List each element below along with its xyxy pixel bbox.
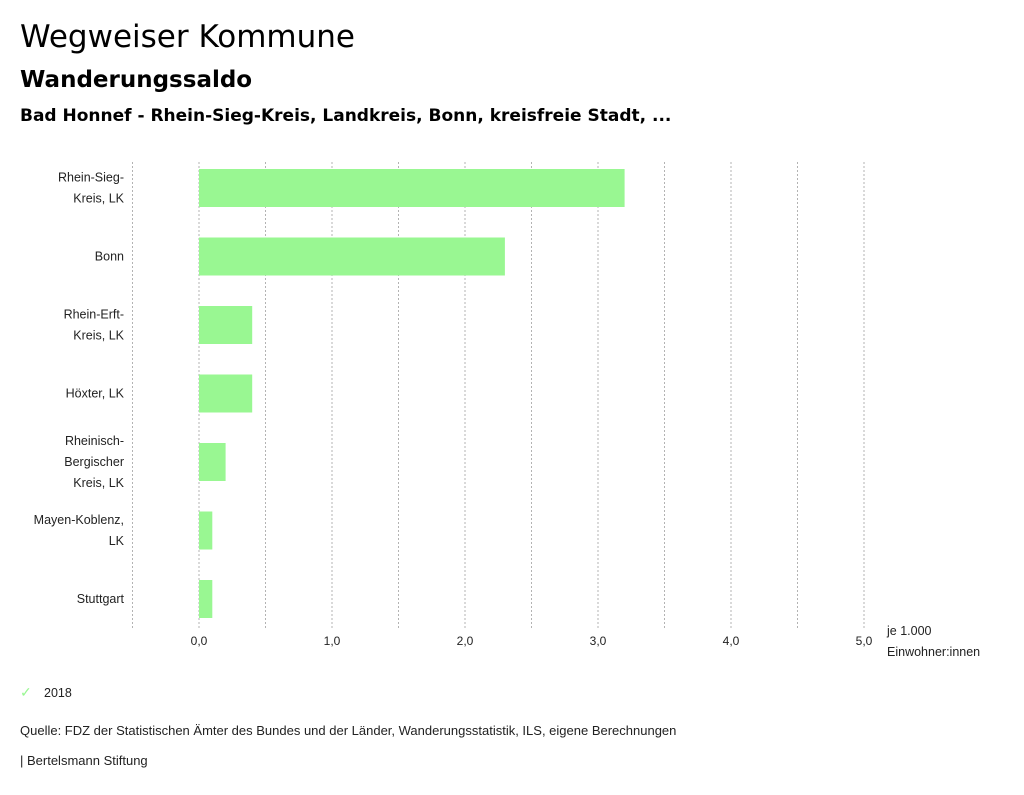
bar[interactable] [199,374,253,413]
region-context: Bad Honnef - Rhein-Sieg-Kreis, Landkreis… [20,106,672,126]
category-label: Mayen-Koblenz, LK [34,513,125,548]
category-label-line: Mayen-Koblenz, [34,513,124,527]
x-tick-label: 5,0 [856,634,873,648]
source-note: Quelle: FDZ der Statistischen Ämter des … [20,723,677,738]
category-label: Rheinisch- Bergischer Kreis, LK [64,434,124,490]
bar[interactable] [199,237,505,276]
category-label-line: Kreis, LK [73,329,124,343]
x-tick-label: 0,0 [191,634,208,648]
legend[interactable]: ✓ 2018 [20,684,72,701]
category-label-line: Kreis, LK [73,192,124,206]
category-label-line: Rhein-Erft- [64,308,124,322]
x-tick-labels: 0,0 1,0 2,0 3,0 4,0 5,0 [191,634,873,648]
category-label-line: Stuttgart [77,592,125,606]
category-labels: Rhein-Sieg- Kreis, LK Bonn Rhein-Erft- Kreis… [34,171,125,607]
category-label-line: Bonn [95,250,124,264]
page-title: Wegweiser Kommune [20,19,355,55]
legend-label: 2018 [44,685,72,700]
category-label: Rhein-Erft- Kreis, LK [64,308,125,343]
bar[interactable] [199,169,625,207]
bar-chart: Rhein-Sieg- Kreis, LK Bonn Rhein-Erft- Kreis… [34,162,980,659]
category-label: Bonn [95,250,124,264]
bar[interactable] [199,511,213,550]
category-label: Rhein-Sieg- Kreis, LK [58,171,125,206]
x-tick-label: 3,0 [590,634,607,648]
bar[interactable] [199,443,226,481]
x-tick-label: 2,0 [457,634,474,648]
category-label-line: Rheinisch- [65,434,124,448]
x-tick-label: 1,0 [324,634,341,648]
bars [199,169,625,618]
category-label: Höxter, LK [66,387,125,401]
bar[interactable] [199,306,253,344]
category-label-line: Kreis, LK [73,476,124,490]
category-label-line: Bergischer [64,455,124,469]
check-icon: ✓ [20,684,32,700]
x-axis-unit-label: je 1.000 Einwohner:innen [886,624,980,659]
brand-note: | Bertelsmann Stiftung [20,753,148,768]
category-label: Stuttgart [77,592,125,606]
category-label-line: LK [109,534,125,548]
category-label-line: Rhein-Sieg- [58,171,124,185]
x-axis-unit-line: Einwohner:innen [887,645,980,659]
x-tick-label: 4,0 [723,634,740,648]
bar[interactable] [199,580,213,618]
chart-subtitle: Wanderungssaldo [20,67,253,93]
category-label-line: Höxter, LK [66,387,125,401]
x-axis-unit-line: je 1.000 [886,624,932,638]
